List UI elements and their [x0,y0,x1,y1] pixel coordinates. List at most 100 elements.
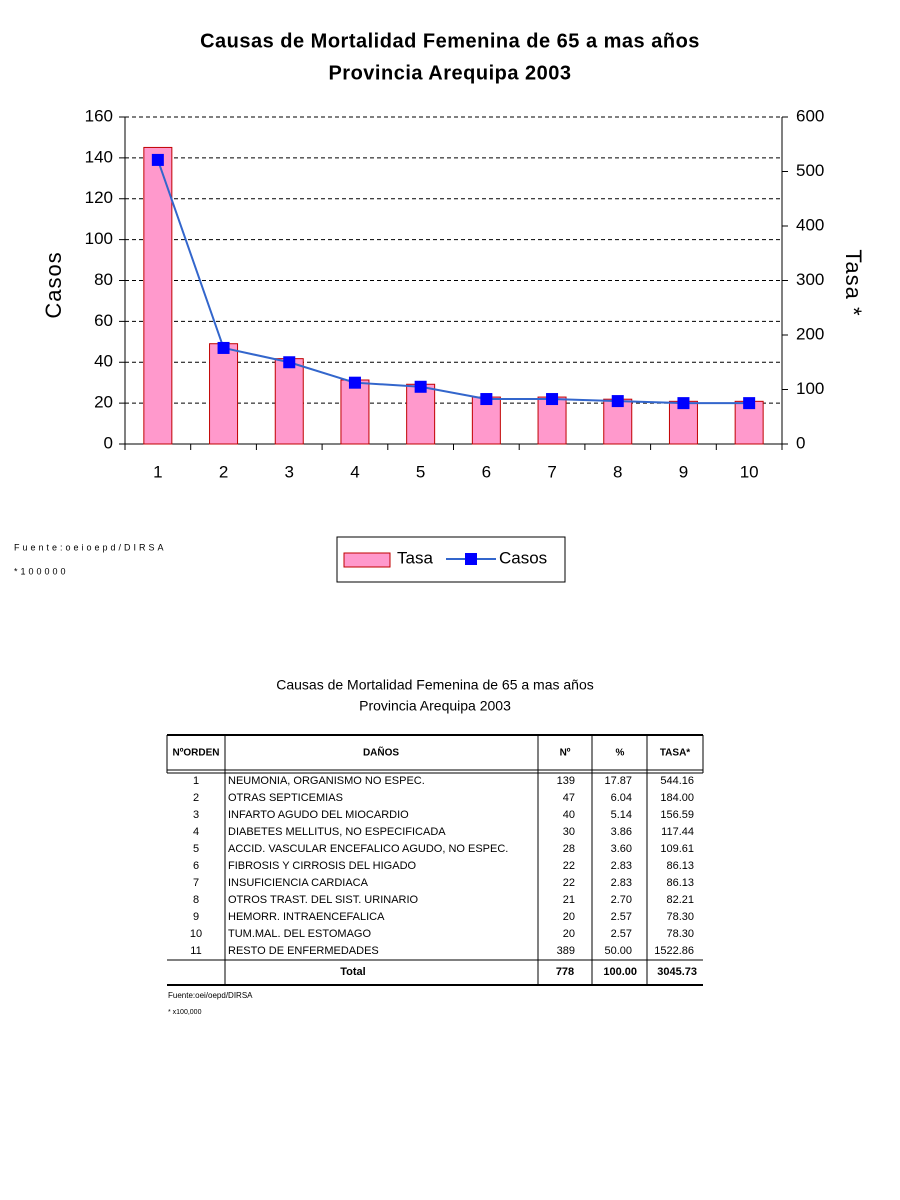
table-cell: OTROS TRAST. DEL SIST. URINARIO [228,894,419,906]
table-cell: 78.30 [666,911,694,923]
table-cell: 17.87 [604,775,632,787]
legend-swatch [465,553,477,565]
table-cell: 2.57 [611,928,632,940]
table-cell: 2.83 [611,860,632,872]
table-cell: 4 [193,826,199,838]
y2-tick-label: 300 [796,270,824,289]
table-total: Total [340,966,365,978]
marker [546,393,559,406]
y-axis-title: Casos [41,251,66,318]
table-cell: 86.13 [666,877,694,889]
marker [348,376,361,389]
table-cell: INFARTO AGUDO DEL MIOCARDIO [228,809,409,821]
line [156,159,750,405]
x-tick-label: 7 [547,462,556,481]
table-cell: 5 [193,843,199,855]
table-total: 3045.73 [657,966,697,978]
table-cell: 109.61 [660,843,694,855]
marker [677,397,690,410]
table-cell: 22 [563,877,575,889]
x-tick-label: 10 [740,462,759,481]
table-cell: HEMORR. INTRAENCEFALICA [228,911,385,923]
y2-tick-label: 0 [796,433,805,452]
table-cell: 3 [193,809,199,821]
table-cell: 82.21 [666,894,694,906]
bar [406,383,436,445]
y2-tick-label: 400 [796,215,824,234]
table-header: Nº [560,748,571,759]
y-tick-label: 140 [85,147,113,166]
table-note: Fuente:oei/oepd/DIRSA [168,991,253,1000]
y2-tick-label: 100 [796,379,824,398]
table-cell: 78.30 [666,928,694,940]
table-cell: 156.59 [660,809,694,821]
table-cell: 544.16 [660,775,694,787]
bar [209,343,239,445]
table-cell: DIABETES MELLITUS, NO ESPECIFICADA [228,826,446,838]
y-tick-label: 80 [94,270,113,289]
x-tick-label: 9 [679,462,688,481]
table-cell: 86.13 [666,860,694,872]
table-total: 100.00 [603,966,637,978]
table-cell: 40 [563,809,575,821]
x-tick-label: 2 [219,462,228,481]
table-cell: ACCID. VASCULAR ENCEFALICO AGUDO, NO ESP… [228,843,508,855]
bar [143,146,173,445]
table-cell: 117.44 [661,826,694,838]
legend-label: Tasa [397,548,433,567]
x-tick-label: 1 [153,462,162,481]
y2-axis-title: Tasa * [841,249,866,316]
table-cell: 7 [193,877,199,889]
bar [471,396,501,445]
table-cell: 8 [193,894,199,906]
table-cell: 6.04 [611,792,632,804]
y2-tick-label: 600 [796,106,824,125]
marker [283,356,296,369]
table-cell: RESTO DE ENFERMEDADES [228,945,379,957]
table-cell: 389 [557,945,575,957]
table-cell: 184.00 [660,792,694,804]
y-tick-label: 60 [94,311,113,330]
x-tick-label: 4 [350,462,359,481]
y-tick-label: 0 [104,433,113,452]
marker [743,397,756,410]
table-cell: NEUMONIA, ORGANISMO NO ESPEC. [228,775,425,787]
legend-label: Casos [499,548,547,567]
chart-note: Fuente:oeioepd/DIRSA [14,542,167,552]
chart-subtitle: Provincia Arequipa 2003 [328,62,571,84]
marker [611,395,624,408]
table-cell: 1522.86 [654,945,694,957]
table-title: Causas de Mortalidad Femenina de 65 a ma… [276,677,594,693]
x-tick-label: 5 [416,462,425,481]
table-cell: 1 [193,775,199,787]
table-cell: 3.60 [611,843,632,855]
marker [151,153,164,166]
table-cell: 11 [190,945,201,957]
marker [480,393,493,406]
table-cell: 2.83 [611,877,632,889]
table-cell: 47 [563,792,575,804]
marker [217,341,230,354]
table-cell: 2.57 [611,911,632,923]
table-cell: 20 [563,928,575,940]
y2-tick-label: 500 [796,161,824,180]
table-note: * x100,000 [168,1009,202,1016]
table-header: % [616,748,625,759]
table-cell: 28 [563,843,575,855]
bar [340,379,370,445]
table-cell: 30 [563,826,575,838]
y-tick-label: 160 [85,106,113,125]
table-cell: 50.00 [604,945,632,957]
y2-tick-label: 200 [796,324,824,343]
x-tick-label: 3 [285,462,294,481]
table-header: DAÑOS [363,746,399,759]
table-cell: TUM.MAL. DEL ESTOMAGO [228,928,371,940]
table-cell: INSUFICIENCIA CARDIACA [228,877,369,889]
table-cell: 2.70 [611,894,632,906]
chart-note: *100000 [14,566,69,576]
table-cell: FIBROSIS Y CIRROSIS DEL HIGADO [228,860,417,872]
table-cell: 2 [193,792,199,804]
x-tick-label: 8 [613,462,622,481]
table-cell: 21 [563,894,575,906]
